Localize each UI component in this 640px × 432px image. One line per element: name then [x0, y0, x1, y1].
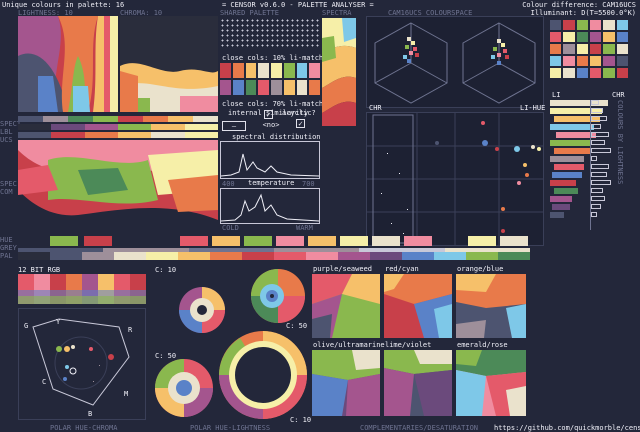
comp-tile-purple-seaweed	[312, 274, 380, 338]
temperature-title: temperature	[248, 179, 295, 187]
li-hue-plot	[366, 112, 544, 246]
chroma-hue-slice	[120, 16, 218, 112]
chr2-label: CHR	[612, 91, 625, 99]
lightness-bars	[550, 100, 612, 230]
temperature-x-left: COLD	[222, 224, 239, 232]
spec-strip	[18, 116, 218, 122]
palette-strip	[18, 252, 530, 260]
palette-matrix	[550, 20, 628, 78]
grey-side-label: GREY	[0, 244, 17, 252]
tri-label-y: Y	[56, 318, 61, 326]
lightness-label: LIGHTNESS: 10	[18, 9, 73, 17]
acyclic-label: acyclic?	[282, 109, 316, 117]
chroma-label: CHROMA: 10	[120, 9, 163, 17]
comp-tile-red-cyan	[384, 274, 452, 338]
comp-tile-olive-ultramarine	[312, 350, 380, 416]
cam16ucs-label: CAM16UCS COLOURSPACE	[388, 9, 473, 17]
internal-similarity-checkbox[interactable]: ✓	[264, 110, 273, 119]
com-side-label: COM	[0, 188, 13, 196]
spectral-x-right: 700	[302, 180, 315, 188]
colour-difference-label: Colour difference: CAM16UCS	[522, 1, 636, 9]
comp-label-0: purple/seaweed	[313, 265, 373, 273]
illuminant-label: Illuminant: D(T=5500.0°K)	[530, 9, 636, 17]
tri-label-m: M	[124, 390, 129, 398]
close-cols-70-label: close cols: 70% li-match	[222, 100, 324, 108]
no-toggle[interactable]: <no>	[262, 121, 280, 129]
spectral-x-left: 400	[222, 180, 235, 188]
acyclic-checkbox[interactable]: ✓	[296, 119, 305, 128]
com-strip	[18, 124, 218, 130]
chr-label: CHR	[369, 104, 382, 112]
close-cols-10-grid	[220, 63, 320, 95]
app-title: = CENSOR v0.6.0 - PALETTE ANALYSER =	[222, 1, 374, 9]
c10-top-label: C: 10	[155, 266, 177, 274]
spectra-label: SPECTRA	[322, 9, 352, 17]
c10-bottom-label: C: 10	[290, 416, 312, 424]
c50-top-label: C: 50	[286, 322, 308, 330]
comp-tile-lime-violet	[384, 350, 452, 416]
polar-wheel-c50-large	[155, 359, 213, 417]
spectrum-ribbon	[18, 140, 218, 220]
cam16ucs-panel	[366, 16, 544, 108]
polar-hue-chroma-caption: POLAR HUE-CHROMA	[50, 424, 118, 432]
dash-button[interactable]: —	[222, 121, 246, 131]
grey-strip	[18, 248, 530, 252]
polar-hue-lightness-caption: POLAR HUE-LIGHTNESS	[190, 424, 271, 432]
complementaries-caption: COMPLEMENTARIES/DESATURATION	[360, 424, 479, 432]
polar-wheel-c50-small	[251, 269, 305, 323]
c50-bottom-label: C: 50	[155, 352, 177, 360]
li-hue-label: LI-HUE	[520, 104, 546, 112]
tri-label-c: C	[42, 378, 47, 386]
pal-side-label: PAL	[0, 252, 13, 260]
colours-by-lightness-label: COLOURS BY LIGHTNESS	[616, 100, 624, 185]
lbl-strip	[18, 132, 218, 138]
tri-label-r: R	[128, 326, 133, 334]
spectral-distribution-title: spectral distribution	[232, 133, 321, 141]
polar-wheel-c10-small	[179, 287, 225, 333]
unique-colours-count: Unique colours in palette: 16	[2, 1, 125, 9]
chroma-bars	[590, 100, 613, 230]
tri-label-b: B	[88, 410, 93, 418]
polar-wheel-c10-ring	[219, 331, 307, 419]
hue-side-label: HUE	[0, 236, 13, 244]
hue-chroma-triangle-panel	[18, 308, 146, 420]
comp-label-5: emerald/rose	[457, 341, 508, 349]
spectra-column	[322, 18, 356, 126]
comp-label-2: orange/blue	[457, 265, 504, 273]
comp-label-1: red/cyan	[385, 265, 419, 273]
temperature-graph	[220, 188, 320, 224]
lightness-hue-slice	[18, 16, 118, 112]
comp-label-4: lime/violet	[385, 341, 432, 349]
li-label: LI	[552, 91, 561, 99]
bit12-rgb-label: 12 BIT RGB	[18, 266, 61, 274]
tri-label-g: G	[24, 322, 29, 330]
comp-tile-emerald-rose	[456, 350, 526, 416]
spectral-x-mid: -	[268, 180, 273, 188]
spec-side-label: SPEC	[0, 180, 17, 188]
shared-palette-label: SHARED PALETTE	[220, 9, 280, 17]
ucs-label: UCS	[0, 136, 13, 144]
close-cols-10-label: close cols: 10% li-match	[222, 54, 324, 62]
spec-label: SPECT	[0, 120, 22, 128]
hue-swatch-row	[50, 236, 530, 246]
comp-tile-orange-blue	[456, 274, 526, 338]
internal-similarity-label: internal similarity	[228, 109, 309, 117]
github-link[interactable]: https://github.com/quickmorble/censor	[494, 424, 640, 432]
lbl-label: LBL	[0, 128, 13, 136]
spectral-distribution-graph	[220, 141, 320, 179]
rgb-12bit-strip	[18, 274, 146, 304]
shared-palette-grid	[220, 18, 320, 48]
comp-label-3: olive/ultramarine	[313, 341, 385, 349]
temperature-x-right: WARM	[296, 224, 313, 232]
